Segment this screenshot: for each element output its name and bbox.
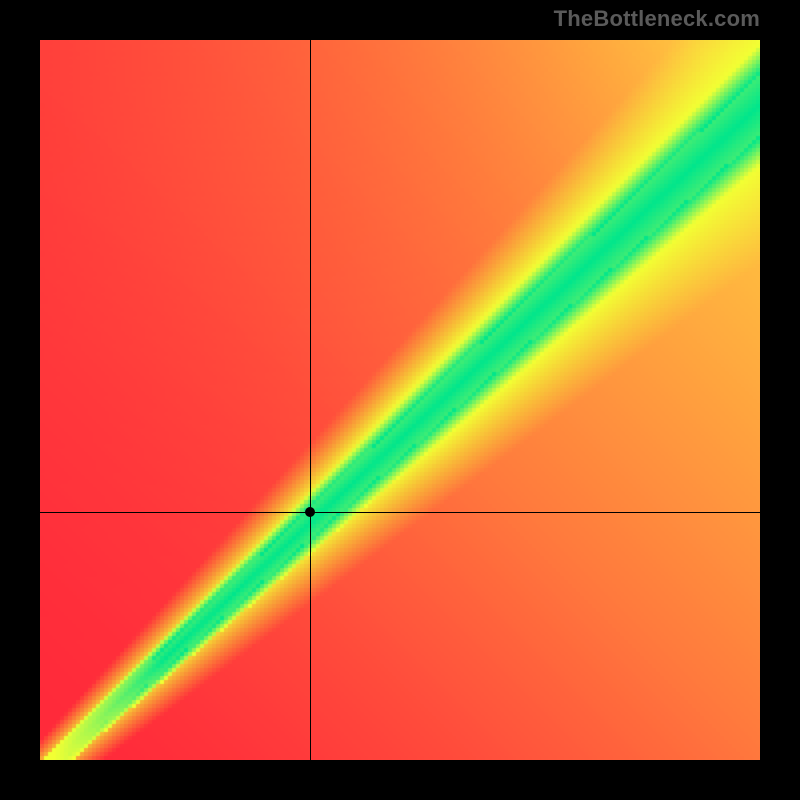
crosshair-horizontal bbox=[40, 512, 760, 513]
page-root: TheBottleneck.com bbox=[0, 0, 800, 800]
crosshair-marker bbox=[305, 507, 315, 517]
watermark-text: TheBottleneck.com bbox=[554, 6, 760, 32]
bottleneck-heatmap bbox=[40, 40, 760, 760]
crosshair-vertical bbox=[310, 40, 311, 760]
